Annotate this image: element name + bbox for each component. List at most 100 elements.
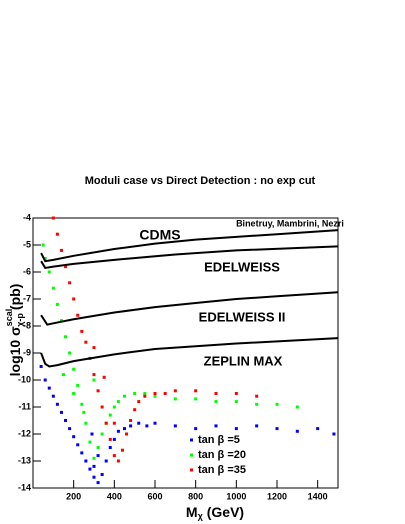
- limit-curve: [40, 291, 339, 326]
- x-tick-label: 1400: [308, 491, 328, 501]
- point: [72, 435, 76, 439]
- point: [92, 475, 96, 479]
- point: [100, 432, 104, 436]
- curve-label: EDELWEISS: [204, 259, 280, 274]
- y-tick-label: -12: [18, 428, 31, 438]
- legend-marker: [190, 468, 193, 472]
- point: [62, 373, 65, 377]
- point: [84, 421, 88, 425]
- point: [123, 427, 126, 431]
- point: [92, 373, 96, 377]
- x-axis-label: Mχ (GeV): [186, 504, 244, 522]
- point: [120, 448, 124, 452]
- point: [173, 389, 177, 393]
- plot-frame: [32, 217, 339, 489]
- point: [112, 437, 116, 441]
- point: [39, 365, 43, 368]
- point: [275, 427, 279, 431]
- limit-curve: [40, 245, 339, 270]
- point: [51, 216, 55, 220]
- point: [92, 378, 96, 382]
- x-tick-label: 200: [66, 491, 81, 501]
- point: [55, 302, 59, 306]
- point: [194, 427, 198, 431]
- y-tick-label: -6: [23, 266, 31, 276]
- point: [173, 424, 177, 428]
- legend-label: tan β =35: [198, 464, 246, 476]
- point: [55, 232, 59, 236]
- point: [295, 405, 299, 409]
- point: [116, 400, 120, 404]
- y-tick-label: -14: [18, 482, 31, 492]
- point: [76, 313, 80, 317]
- point: [255, 424, 259, 428]
- point: [92, 346, 96, 350]
- point: [145, 424, 149, 428]
- x-tick-label: 400: [107, 491, 122, 501]
- point: [59, 410, 63, 414]
- x-tick-label: 600: [147, 491, 162, 501]
- x-tick-label: 1000: [226, 491, 246, 501]
- legend-label: tan β =20: [198, 449, 246, 461]
- point: [214, 424, 218, 428]
- point: [96, 454, 100, 458]
- point: [43, 257, 47, 260]
- point: [96, 481, 100, 485]
- point: [194, 389, 198, 393]
- point: [123, 394, 126, 398]
- point: [47, 386, 51, 390]
- curve-label: CDMS: [139, 227, 180, 243]
- point: [64, 265, 68, 269]
- point: [295, 429, 299, 433]
- point: [234, 400, 238, 404]
- point: [234, 427, 238, 431]
- point: [102, 375, 106, 379]
- credit: Binetruy, Mambrini, Nezri: [236, 218, 344, 228]
- point: [129, 419, 133, 422]
- point: [82, 410, 86, 414]
- point: [68, 351, 72, 355]
- point: [214, 400, 218, 404]
- point: [84, 459, 88, 463]
- point: [116, 459, 120, 463]
- point: [133, 392, 137, 395]
- point: [112, 421, 116, 425]
- point: [108, 446, 112, 449]
- x-tick-label: 800: [188, 491, 203, 501]
- point: [112, 454, 116, 458]
- y-tick-label: -4: [23, 212, 31, 222]
- point: [137, 421, 141, 425]
- point: [255, 402, 259, 406]
- legend-marker: [190, 453, 193, 457]
- point: [88, 440, 92, 444]
- point: [76, 383, 80, 387]
- point: [153, 421, 157, 425]
- point: [316, 427, 320, 431]
- point: [59, 319, 63, 323]
- point: [255, 394, 259, 398]
- point: [96, 446, 100, 449]
- point: [47, 270, 51, 274]
- point: [84, 340, 88, 344]
- point: [43, 378, 47, 382]
- point: [80, 402, 84, 406]
- point: [68, 281, 72, 285]
- chart-title: Moduli case vs Direct Detection : no exp…: [85, 175, 316, 187]
- y-tick-label: -9: [23, 347, 31, 357]
- point: [125, 432, 129, 436]
- curve-label: EDELWEISS II: [199, 309, 286, 324]
- point: [64, 335, 68, 339]
- point: [104, 421, 108, 425]
- point: [64, 419, 68, 422]
- y-tick-label: -10: [18, 374, 31, 384]
- point: [112, 405, 116, 409]
- point: [80, 329, 84, 333]
- point: [72, 367, 76, 371]
- y-axis-label: log10 σscalχ-p(pb): [4, 284, 25, 377]
- y-tick-label: -5: [23, 239, 31, 249]
- y-tick-label: -13: [18, 455, 31, 465]
- x-tick-label: 1200: [267, 491, 287, 501]
- legend-label: tan β =5: [198, 434, 240, 446]
- y-tick-label: -11: [18, 401, 31, 411]
- point: [133, 408, 137, 412]
